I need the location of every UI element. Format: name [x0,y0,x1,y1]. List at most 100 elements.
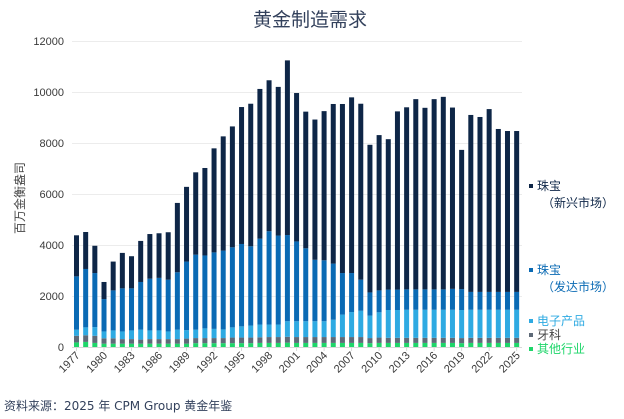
x-tick-label: 1998 [249,350,275,376]
bar-stack-1985 [147,234,153,347]
bar-segment-s4 [367,144,373,293]
bar-segment-s1 [220,338,226,344]
bar-segment-s1 [229,337,235,344]
bar-segment-s4 [495,128,501,292]
bar-segment-s0 [138,343,144,347]
bar-segment-s1 [284,336,290,343]
bar-segment-s3 [385,289,391,311]
bar-segment-s1 [83,335,89,342]
bar-stack-1990 [193,172,199,347]
bar-stack-2018 [449,107,455,347]
bar-stack-1978 [83,231,89,347]
bar-segment-s4 [468,114,474,292]
bar-segment-s2 [229,327,235,338]
legend-label: 电子产品 [537,314,585,328]
bar-segment-s3 [92,273,98,328]
bar-segment-s1 [92,335,98,343]
bar-segment-s2 [165,331,171,340]
bar-segment-s1 [129,339,135,344]
bar-segment-s4 [248,103,254,247]
bar-segment-s3 [422,289,428,310]
bar-segment-s1 [248,337,254,344]
bar-segment-s3 [495,291,501,310]
bar-segment-s4 [165,232,171,280]
bar-segment-s4 [284,60,290,236]
bar-segment-s4 [413,99,419,290]
x-tick-label: 1983 [112,350,138,376]
bar-segment-s3 [514,291,520,310]
bar-segment-s3 [294,241,300,322]
x-tick-label: 2004 [304,350,330,376]
bar-segment-s4 [385,139,391,290]
bar-segment-s1 [504,337,510,343]
y-axis-label: 百万金衡盎司 [12,162,27,234]
bar-stack-1987 [165,232,171,347]
bar-segment-s4 [275,86,281,236]
bar-segment-s3 [284,235,290,322]
bar-stack-1982 [119,252,125,347]
bar-segment-s1 [275,337,281,343]
bar-segment-s1 [119,339,125,344]
bar-stack-2022 [486,109,492,347]
bar-segment-s1 [193,338,199,344]
bar-segment-s4 [129,256,135,289]
bar-segment-s0 [312,342,318,347]
bar-segment-s4 [449,107,455,289]
bar-stack-1994 [229,126,235,347]
bar-segment-s2 [220,329,226,339]
bar-segment-s0 [339,342,345,347]
x-tick-label: 1989 [167,350,193,376]
bar-segment-s0 [495,342,501,347]
bar-segment-s0 [165,343,171,347]
x-tick-label: 2010 [359,350,385,376]
bar-segment-s0 [394,342,400,347]
x-tick-label: 2022 [469,350,495,376]
x-tick-label: 2025 [497,350,523,376]
bar-segment-s2 [495,309,501,338]
bar-segment-s0 [358,342,364,347]
bar-stack-2014 [413,99,419,347]
bar-segment-s0 [459,343,465,347]
bar-segment-s4 [257,88,263,239]
bar-segment-s1 [138,339,144,344]
bar-segment-s1 [459,338,465,344]
bar-stack-2008 [358,103,364,347]
bar-segment-s0 [92,342,98,347]
bar-stack-2006 [339,103,345,347]
bar-segment-s0 [413,342,419,347]
bar-segment-s4 [349,97,355,274]
bar-segment-s4 [119,252,125,289]
bar-segment-s4 [266,80,272,232]
bar-segment-s3 [339,273,345,315]
legend-label: （新兴市场） [542,195,614,210]
y-tick-label: 8000 [40,138,64,150]
bar-segment-s4 [459,149,465,290]
bar-segment-s2 [294,321,300,338]
bar-stack-2001 [294,93,300,347]
bar-segment-s4 [486,109,492,292]
bar-segment-s3 [303,248,309,322]
bar-segment-s3 [449,288,455,310]
source-note: 资料来源：2025 年 CPM Group 黄金年鉴 [4,398,232,413]
bar-segment-s2 [367,315,373,339]
legend-item: 珠宝 （新兴市场） [529,179,614,210]
bar-segment-s3 [101,299,107,332]
bar-segment-s1 [321,337,327,343]
bar-segment-s3 [321,260,327,322]
bar-segment-s2 [275,324,281,338]
bar-segment-s3 [138,281,144,330]
bar-segment-s4 [440,96,446,290]
bar-segment-s2 [284,321,290,337]
bar-segment-s2 [174,329,180,340]
bar-segment-s2 [468,309,474,338]
bar-segment-s3 [376,290,382,313]
bar-segment-s3 [165,279,171,332]
bar-segment-s2 [119,331,125,340]
bar-stack-1993 [220,136,226,347]
bar-segment-s0 [367,343,373,347]
y-axis-ticks: 0 2000 4000 6000 8000 10000 12000 [33,36,64,354]
bar-stack-1996 [248,103,254,347]
bar-segment-s3 [440,289,446,310]
bar-segment-s0 [193,343,199,347]
